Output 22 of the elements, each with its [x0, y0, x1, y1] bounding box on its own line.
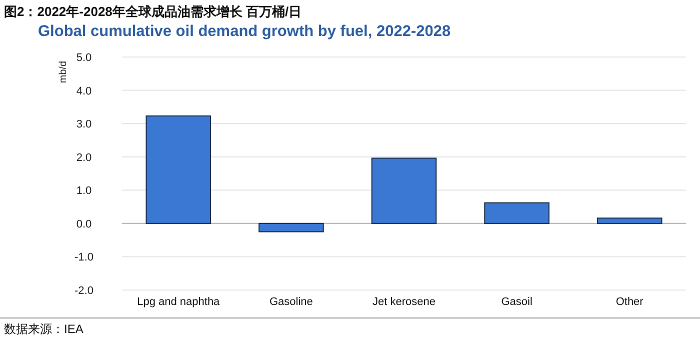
y-tick-label: 0.0	[76, 218, 92, 230]
x-tick-label: Gasoline	[269, 296, 313, 308]
y-tick-label: 2.0	[76, 152, 92, 164]
x-tick-label: Jet kerosene	[372, 296, 436, 308]
chart-subtitle: Global cumulative oil demand growth by fuel, 2022-2028	[38, 23, 451, 40]
y-tick-label: 3.0	[76, 118, 92, 131]
y-tick-label: 5.0	[76, 52, 92, 64]
bar	[484, 202, 550, 224]
y-tick-label: 4.0	[76, 85, 92, 98]
x-tick-label: Gasoil	[501, 296, 532, 308]
bar	[371, 158, 437, 224]
source-note: 数据来源：IEA	[4, 322, 84, 336]
y-tick-label: -2.0	[74, 285, 94, 297]
chart-title: 图2：2022年-2028年全球成品油需求增长 百万桶/日	[4, 4, 302, 19]
y-tick-label: -1.0	[74, 252, 94, 264]
bar	[146, 115, 212, 224]
x-tick-label: Other	[616, 296, 644, 308]
bar	[258, 222, 324, 232]
y-axis-title: mb/d	[58, 60, 69, 84]
bar	[596, 218, 662, 224]
y-tick-label: 1.0	[76, 185, 92, 198]
x-tick-label: Lpg and naphtha	[137, 296, 221, 308]
